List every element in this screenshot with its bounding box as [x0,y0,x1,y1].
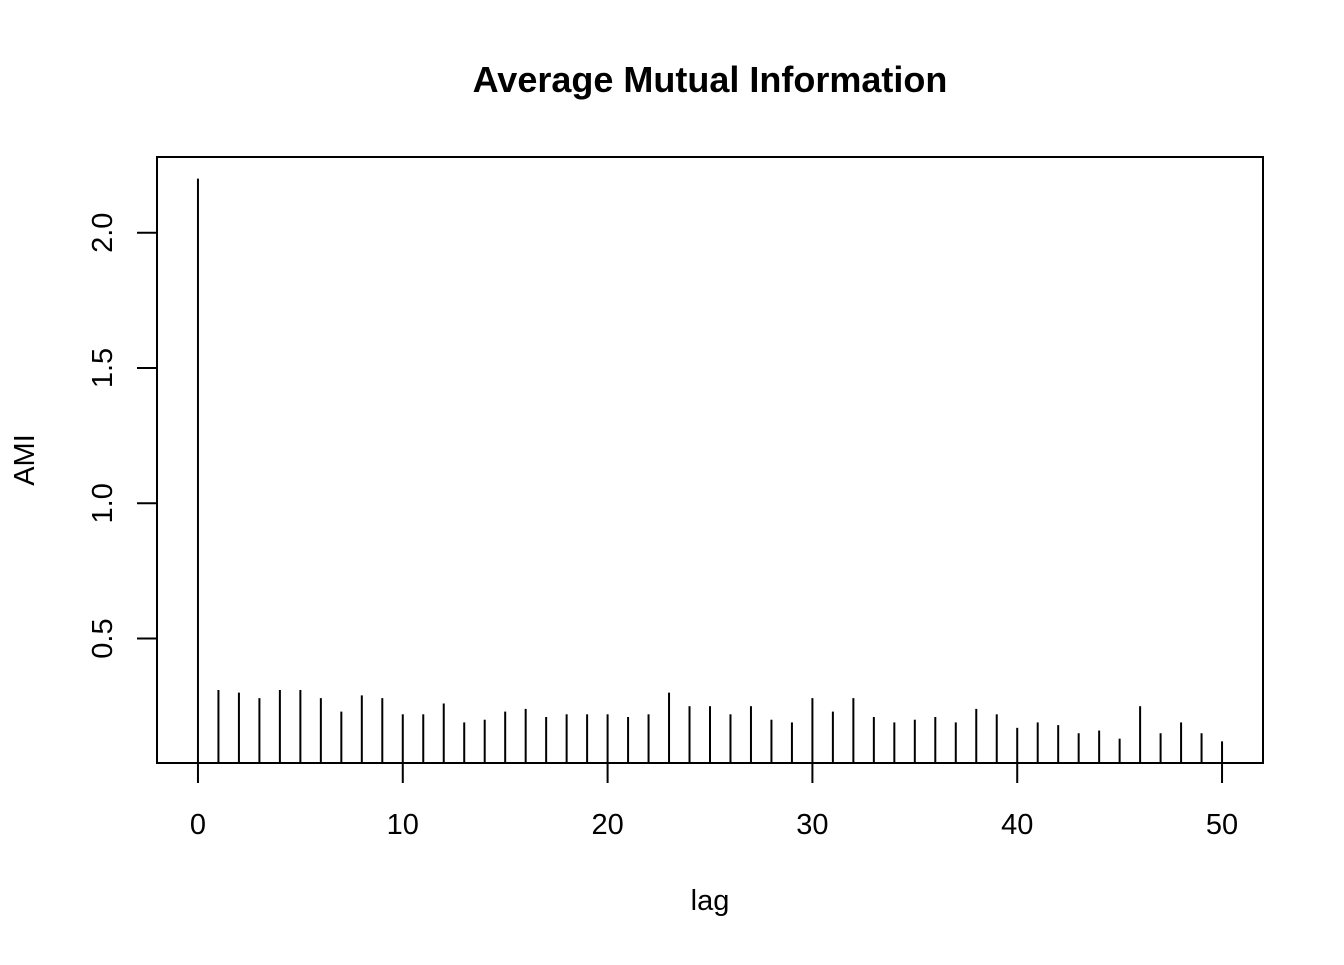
x-tick-label-40: 40 [1001,809,1033,841]
y-axis-label: AMI [9,434,41,486]
chart-title: Average Mutual Information [473,59,948,100]
x-tick-label-50: 50 [1206,809,1238,841]
data-series [196,178,1224,763]
y-tick-label-0.5: 0.5 [87,618,119,658]
x-tick-label-0: 0 [190,809,206,841]
plot-frame [156,156,1264,764]
y-axis: 0.5 1.0 1.5 2.0 [87,213,158,659]
y-tick-label-1.5: 1.5 [87,348,119,388]
x-axis-label: lag [691,885,730,917]
x-tick-label-20: 20 [591,809,623,841]
x-axis: 0 10 20 30 40 50 [190,762,1238,841]
x-tick-label-30: 30 [796,809,828,841]
y-tick-label-1.0: 1.0 [87,483,119,523]
y-tick-label-2.0: 2.0 [87,213,119,253]
x-tick-label-10: 10 [387,809,419,841]
